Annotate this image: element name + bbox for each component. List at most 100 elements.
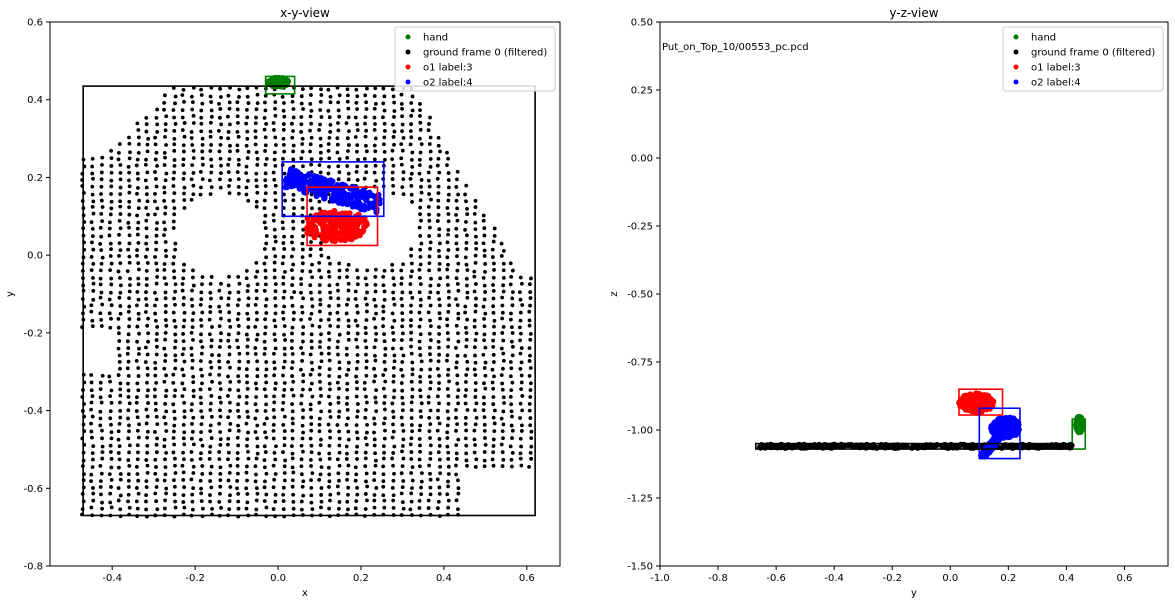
ground-point [244, 185, 249, 190]
ground-point [116, 316, 121, 321]
ground-point [463, 380, 468, 384]
ground-point [426, 204, 431, 209]
ground-point [127, 178, 131, 183]
ground-point [409, 457, 414, 461]
ground-point [153, 157, 158, 162]
ground-point [455, 303, 460, 308]
ground-point [447, 185, 451, 190]
ground-point [117, 232, 121, 237]
ground-point [401, 192, 406, 197]
ground-point [390, 148, 395, 153]
ground-point [235, 451, 240, 455]
ground-point [308, 114, 313, 119]
o2-bounding-box [978, 407, 1021, 460]
ground-point [190, 325, 195, 330]
ground-point [337, 450, 342, 455]
ground-point [190, 163, 195, 168]
ground-point [128, 276, 132, 281]
ground-point [109, 170, 114, 175]
ground-point [437, 233, 441, 238]
ground-point [299, 156, 304, 161]
ground-point [226, 374, 230, 379]
chart-title: y-z-view [889, 6, 938, 20]
ground-point [400, 290, 405, 295]
ground-point [191, 394, 196, 399]
ground-point [409, 247, 414, 252]
ground-point [346, 297, 351, 302]
ground-point [255, 436, 260, 441]
y-tick-label: -1.25 [627, 494, 653, 505]
ground-point [263, 171, 268, 176]
ground-point [292, 310, 296, 315]
ground-point [246, 296, 251, 301]
ground-point [399, 381, 404, 385]
ground-point [91, 247, 96, 252]
ground-point [372, 437, 377, 442]
ground-point [155, 268, 160, 273]
o1-point [322, 237, 329, 244]
ground-point [328, 429, 332, 434]
ground-point [244, 421, 249, 426]
ground-point [290, 402, 294, 407]
ground-point [409, 192, 414, 197]
ground-point [172, 212, 177, 217]
ground-point [226, 360, 230, 364]
ground-point [245, 94, 250, 99]
ground-point [264, 360, 269, 364]
ground-point [209, 436, 214, 440]
ground-point [273, 234, 277, 239]
ground-point [346, 143, 351, 147]
ground-point [372, 106, 377, 111]
ground-point [217, 149, 222, 154]
ground-point [491, 275, 496, 280]
ground-point [465, 359, 470, 364]
ground-point [126, 408, 131, 413]
ground-point [191, 183, 196, 188]
ground-point [472, 269, 477, 274]
ground-point [391, 422, 395, 427]
ground-point [399, 491, 404, 496]
ground-point [90, 394, 95, 399]
ground-point [336, 352, 340, 357]
ground-point [218, 185, 223, 190]
ground-point [182, 457, 186, 462]
ground-point [436, 339, 441, 344]
ground-point [345, 268, 349, 272]
ground-point [501, 289, 506, 294]
ground-point [428, 358, 433, 363]
ground-point [281, 365, 286, 370]
ground-point [135, 232, 140, 237]
ground-point [255, 451, 260, 456]
ground-point [227, 310, 232, 315]
ground-point [401, 506, 406, 511]
ground-point [437, 325, 441, 329]
ground-point [464, 443, 469, 448]
ground-point [172, 394, 177, 399]
ground-point [481, 395, 486, 400]
ground-point [126, 416, 130, 421]
ground-point [262, 261, 267, 266]
ground-point [301, 331, 305, 336]
ground-point [200, 177, 205, 182]
ground-point [345, 407, 350, 412]
ground-point [253, 129, 258, 133]
ground-point [364, 345, 369, 350]
x-axis-label: y [911, 588, 917, 599]
ground-point [429, 276, 433, 281]
ground-point [144, 310, 148, 314]
ground-point [189, 436, 194, 441]
ground-point [309, 135, 314, 140]
ground-point [328, 100, 333, 105]
ground-point [137, 352, 141, 356]
ground-point [281, 226, 285, 231]
ground-point [134, 400, 139, 405]
ground-point [263, 430, 267, 435]
ground-point [336, 324, 341, 329]
ground-point [435, 394, 440, 399]
ground-point [382, 94, 387, 99]
ground-point [143, 345, 148, 350]
ground-point [363, 115, 368, 120]
ground-point [390, 485, 395, 490]
ground-point [336, 100, 341, 105]
ground-point [244, 276, 249, 281]
